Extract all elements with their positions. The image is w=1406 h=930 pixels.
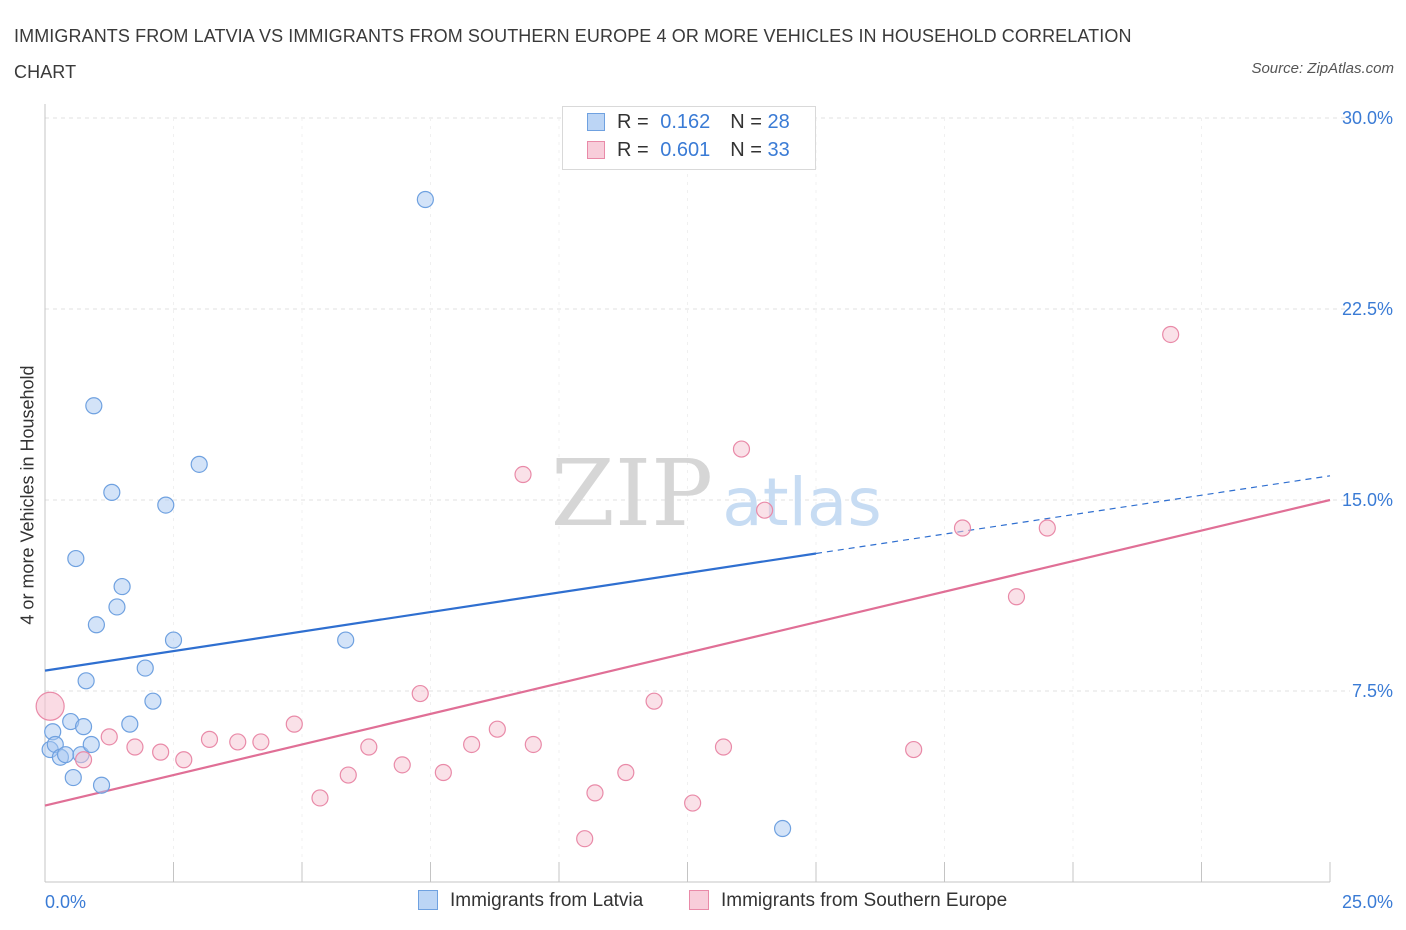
southern-europe-trend-line	[44, 498, 1331, 807]
n-label: N =	[730, 111, 762, 133]
southern-europe-point	[576, 830, 594, 848]
data-points	[35, 190, 1180, 848]
southern-europe-point	[514, 465, 532, 484]
correlation-legend: R = 0.162 N = 28 R = 0.601 N = 33	[562, 106, 816, 170]
southern-europe-point	[617, 763, 635, 782]
southern-europe-point	[905, 740, 923, 759]
southern-europe-point	[285, 715, 303, 733]
southern-europe-point	[339, 766, 357, 784]
southern-europe-point	[645, 692, 663, 710]
southern-europe-point	[360, 738, 378, 756]
latvia-trend-extension	[815, 475, 1331, 555]
latvia-point	[157, 496, 175, 514]
southern-europe-point	[411, 684, 429, 703]
bottom-southern-europe-swatch	[689, 890, 709, 910]
source-label: Source: ZipAtlas.com	[1251, 60, 1394, 77]
southern-europe-point	[229, 733, 247, 751]
southern-europe-point	[100, 728, 118, 746]
southern-europe-n-value: 33	[767, 139, 790, 161]
watermark-atlas: atlas	[722, 464, 882, 541]
y-tick-label: 15.0%	[1342, 490, 1393, 510]
latvia-swatch	[587, 113, 605, 131]
southern-europe-point	[1162, 325, 1180, 344]
southern-europe-point	[311, 789, 329, 807]
southern-europe-point	[200, 730, 219, 748]
southern-europe-point	[35, 691, 65, 721]
legend-row-latvia: R = 0.162 N = 28	[587, 111, 790, 135]
legend-row-southern-europe: R = 0.601 N = 33	[587, 139, 790, 163]
southern-europe-point	[755, 501, 774, 519]
latvia-point	[103, 483, 121, 501]
latvia-point	[144, 692, 162, 710]
x-tick-label: 25.0%	[1342, 892, 1393, 912]
latvia-point	[92, 776, 111, 794]
southern-europe-point	[152, 743, 170, 761]
n-label: N =	[730, 139, 762, 161]
y-tick-label: 22.5%	[1342, 299, 1393, 319]
r-label: R =	[617, 111, 649, 133]
r-label: R =	[617, 139, 649, 161]
tick-labels: 7.5% 15.0% 22.5% 30.0% 0.0% 25.0%	[45, 108, 1393, 912]
southern-europe-point	[488, 720, 506, 738]
latvia-n-value: 28	[767, 111, 790, 133]
bottom-legend-latvia: Immigrants from Latvia	[418, 890, 643, 912]
latvia-point	[416, 190, 434, 209]
latvia-point	[337, 631, 355, 649]
latvia-point	[77, 672, 95, 690]
bottom-southern-europe-label: Immigrants from Southern Europe	[721, 890, 1008, 911]
y-axis-label: 4 or more Vehicles in Household	[17, 365, 38, 625]
axes	[44, 104, 1331, 883]
latvia-point	[64, 768, 82, 787]
latvia-point	[82, 735, 100, 754]
y-tick-label: 30.0%	[1342, 108, 1393, 128]
southern-europe-point	[732, 440, 751, 458]
latvia-point	[190, 455, 208, 473]
latvia-point	[87, 616, 106, 634]
southern-europe-point	[74, 751, 93, 769]
y-tick-label: 7.5%	[1352, 681, 1393, 701]
southern-europe-point	[684, 794, 702, 812]
southern-europe-point	[175, 751, 193, 769]
latvia-point	[113, 577, 131, 596]
latvia-point	[74, 718, 93, 736]
southern-europe-point	[1007, 588, 1026, 606]
southern-europe-point	[953, 519, 972, 537]
southern-europe-point	[714, 738, 733, 756]
bottom-latvia-swatch	[418, 890, 438, 910]
watermark-zip: ZIP	[551, 440, 713, 547]
x-tick-label: 0.0%	[45, 892, 86, 912]
southern-europe-swatch	[587, 141, 605, 159]
trend-lines	[44, 475, 1331, 807]
latvia-trend-line	[44, 552, 817, 672]
southern-europe-point	[434, 763, 452, 782]
southern-europe-point	[586, 784, 604, 802]
latvia-point	[85, 397, 103, 415]
latvia-point	[108, 598, 126, 616]
latvia-r-value: 0.162	[660, 111, 711, 133]
southern-europe-point	[393, 756, 411, 774]
latvia-point	[67, 549, 85, 568]
southern-europe-point	[524, 735, 542, 754]
bottom-legend-southern-europe: Immigrants from Southern Europe	[689, 890, 1007, 912]
southern-europe-point	[126, 738, 144, 756]
southern-europe-point	[1038, 519, 1056, 537]
grid-lines	[45, 117, 1350, 882]
latvia-point	[164, 631, 183, 649]
latvia-point	[56, 746, 75, 764]
latvia-point	[121, 715, 139, 733]
southern-europe-point	[252, 733, 270, 751]
latvia-point	[136, 659, 154, 677]
latvia-point	[773, 819, 792, 838]
bottom-latvia-label: Immigrants from Latvia	[450, 890, 644, 911]
chart-title: IMMIGRANTS FROM LATVIA VS IMMIGRANTS FRO…	[14, 26, 1132, 82]
watermark: ZIP atlas	[551, 440, 882, 547]
southern-europe-r-value: 0.601	[660, 139, 711, 161]
southern-europe-point	[463, 735, 481, 754]
